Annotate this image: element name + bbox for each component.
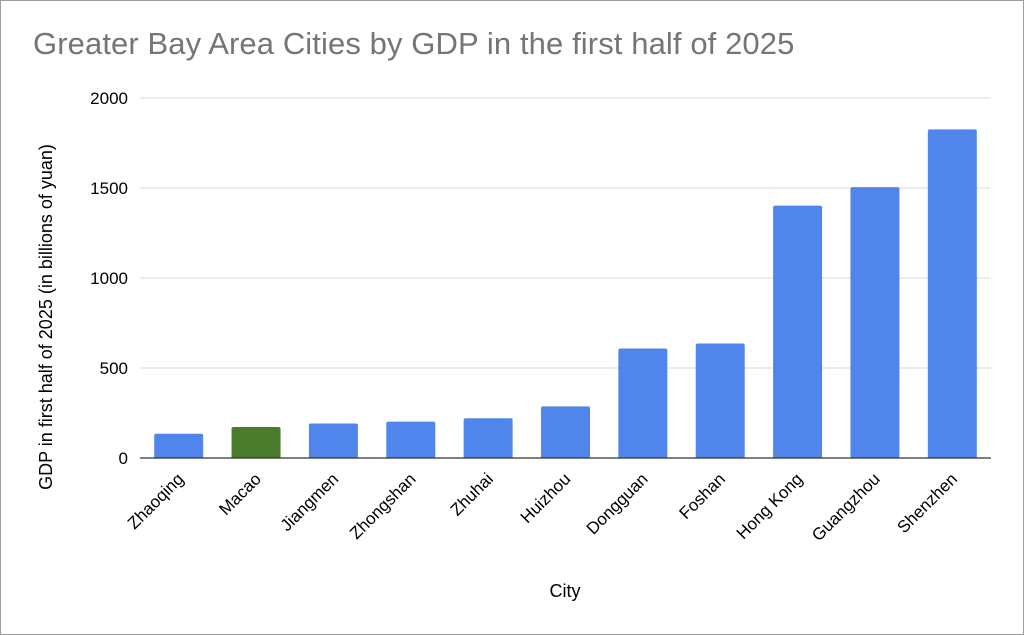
x-tick-label: Macao xyxy=(215,469,265,519)
x-tick-label: Hong Kong xyxy=(733,469,807,543)
y-tick-labels: 0 500 1000 1500 2000 xyxy=(90,89,128,468)
y-tick-label: 2000 xyxy=(90,89,128,108)
bar-dongguan xyxy=(618,348,668,458)
bar-huizhou xyxy=(541,406,590,458)
bar-zhongshan xyxy=(386,421,436,458)
gridlines xyxy=(140,97,991,369)
bar-jiangmen xyxy=(308,423,358,458)
chart-title: Greater Bay Area Cities by GDP in the fi… xyxy=(33,26,795,61)
x-tick-label: Foshan xyxy=(676,469,730,523)
bar-shenzhen xyxy=(927,129,977,458)
bars xyxy=(154,129,977,458)
x-axis-title: City xyxy=(550,581,581,601)
x-tick-label: Zhongshan xyxy=(346,469,420,543)
x-tick-label: Guangzhou xyxy=(808,469,884,545)
bar-zhaoqing xyxy=(154,433,204,458)
y-axis-title: GDP in first half of 2025 (in billions o… xyxy=(36,144,56,490)
x-tick-label: Huizhou xyxy=(517,469,575,527)
y-tick-label: 1000 xyxy=(90,269,128,288)
bar-foshan xyxy=(695,343,745,458)
bar-guangzhou xyxy=(850,187,900,458)
y-tick-label: 0 xyxy=(119,449,128,468)
x-tick-label: Zhuhai xyxy=(447,469,497,519)
bar-zhuhai xyxy=(463,418,513,458)
x-tick-label: Shenzhen xyxy=(894,469,962,537)
x-tick-label: Zhaoqing xyxy=(124,469,188,533)
bar-macao xyxy=(231,427,281,458)
x-tick-labels: Zhaoqing Macao Jiangmen Zhongshan Zhuhai Huiz… xyxy=(124,469,961,545)
x-tick-label: Jiangmen xyxy=(277,469,343,535)
y-tick-label: 1500 xyxy=(90,179,128,198)
x-tick-label: Dongguan xyxy=(583,469,652,538)
bar-hong-kong xyxy=(773,205,823,458)
y-tick-label: 500 xyxy=(100,359,128,378)
